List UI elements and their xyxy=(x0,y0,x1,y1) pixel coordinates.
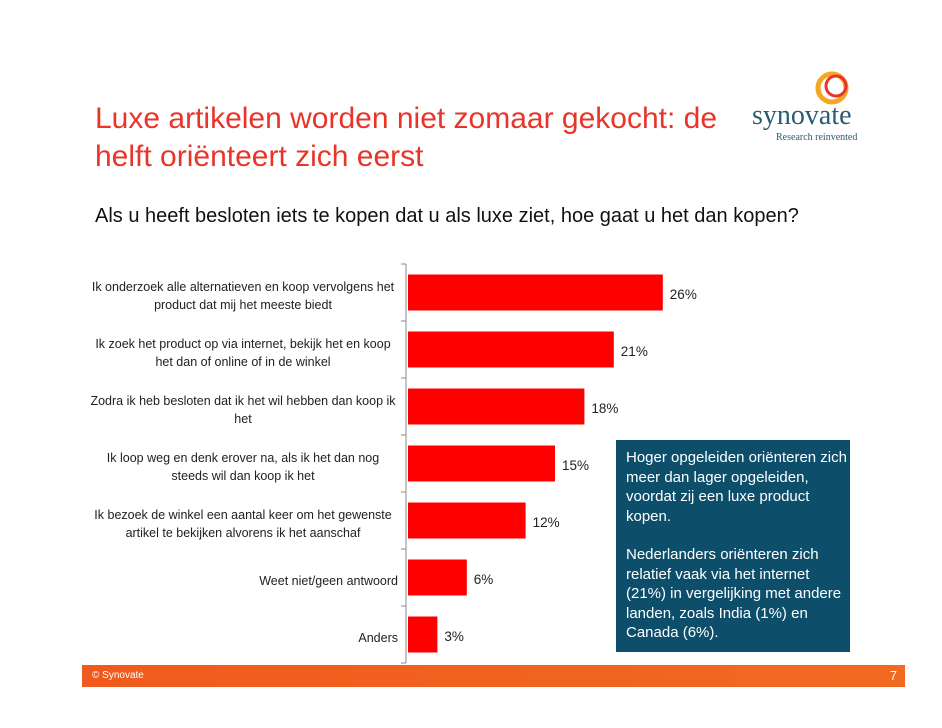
copyright: © Synovate xyxy=(92,670,144,681)
bar xyxy=(408,445,555,482)
category-label: Ik bezoek de winkel een aantal keer om h… xyxy=(94,507,392,540)
value-label: 26% xyxy=(670,287,697,302)
value-label: 18% xyxy=(591,401,618,416)
category-label: Anders xyxy=(358,630,398,645)
subtitle: Als u heeft besloten iets te kopen dat u… xyxy=(95,205,799,227)
bar xyxy=(408,274,663,311)
category-label: Zodra ik heb besloten dat ik het wil heb… xyxy=(90,393,396,426)
bar xyxy=(408,388,585,425)
callout: Hoger opgeleiden oriënteren zich meer da… xyxy=(616,440,850,652)
callout-text: Nederlanders oriënteren zich relatief va… xyxy=(626,546,842,641)
logo-ring xyxy=(824,74,848,98)
category-label: Ik zoek het product op via internet, bek… xyxy=(95,336,391,369)
bar xyxy=(408,331,614,368)
title: Luxe artikelen worden niet zomaar gekoch… xyxy=(95,102,718,173)
value-label: 6% xyxy=(474,572,494,587)
value-label: 21% xyxy=(621,344,648,359)
logo-name: synovate xyxy=(752,100,852,131)
bar xyxy=(408,559,467,596)
value-label: 12% xyxy=(533,515,560,530)
value-label: 15% xyxy=(562,458,589,473)
category-label: Ik onderzoek alle alternatieven en koop … xyxy=(91,279,395,312)
bar xyxy=(408,616,438,653)
category-label: Ik loop weg en denk erover na, als ik he… xyxy=(106,450,380,483)
page-number: 7 xyxy=(889,668,897,683)
logo-rings xyxy=(815,71,849,105)
footer: © Synovate 7 xyxy=(82,665,905,687)
callout-text: Hoger opgeleiden oriënteren zich meer da… xyxy=(626,449,847,525)
logo-tagline: Research reinvented xyxy=(776,132,858,143)
bar xyxy=(408,502,526,539)
category-label: Weet niet/geen antwoord xyxy=(259,573,398,588)
value-label: 3% xyxy=(444,629,464,644)
